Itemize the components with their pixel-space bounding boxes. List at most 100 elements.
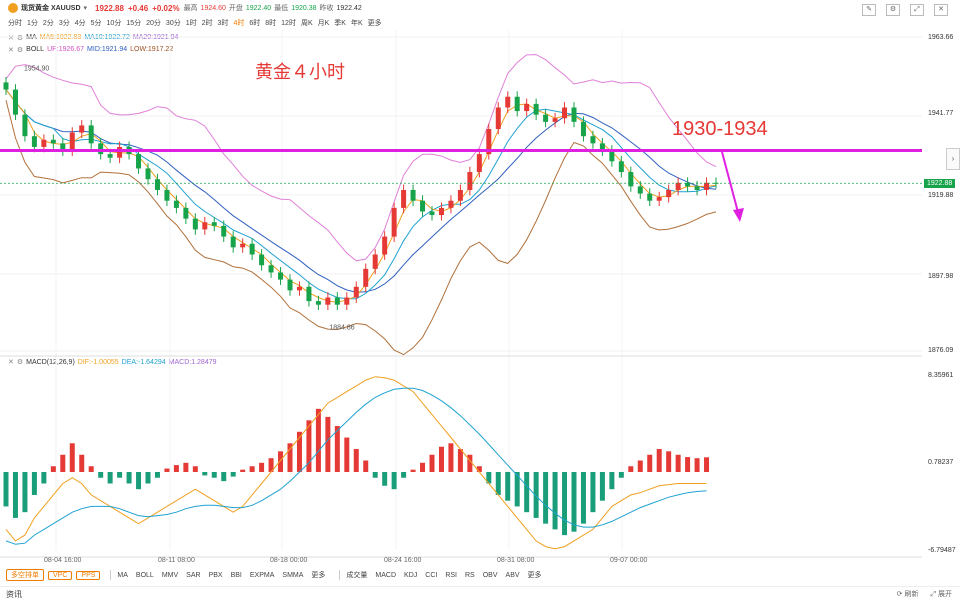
news-tab[interactable]: 资讯 — [6, 589, 22, 599]
indicator-settings-icon[interactable]: ⚙ — [16, 34, 24, 42]
candle-body — [164, 189, 170, 201]
candle-body — [694, 186, 700, 190]
macd-bar — [599, 471, 605, 501]
candle-body — [533, 103, 539, 115]
period-3[interactable]: 3分 — [58, 20, 70, 27]
sub-indicator-6[interactable]: OBV — [482, 571, 498, 579]
main-indicator-5[interactable]: BBI — [230, 571, 242, 579]
period-2[interactable]: 2分 — [42, 20, 54, 27]
candle-body — [647, 193, 653, 201]
macd-bar — [685, 457, 691, 472]
candle-body — [656, 197, 662, 201]
macd-legend: ✕ ⚙ MACD(12,26,9) DIF:-1.00055 DEA:-1.64… — [8, 356, 220, 368]
macd-bar — [211, 471, 217, 478]
high-marker: 1954.90 — [24, 65, 49, 72]
toolbar-button-2[interactable]: PPS — [76, 570, 101, 580]
period-20[interactable]: 年K — [350, 20, 363, 27]
macd-bar — [98, 471, 104, 478]
expand-panel-icon[interactable]: › — [946, 148, 960, 170]
expand-button[interactable]: ⤢ 展开 — [930, 591, 952, 598]
symbol-dropdown-icon[interactable]: ▾ — [83, 5, 88, 12]
boll-legend: ✕ ⚙ BOLL UP:1926.67 MID:1921.94 LOW:1917… — [8, 44, 176, 55]
main-indicator-8[interactable]: 更多 — [311, 572, 326, 579]
macd-bar — [287, 443, 293, 472]
main-indicator-1[interactable]: BOLL — [135, 571, 154, 579]
macd-bar — [88, 466, 94, 472]
candle-body — [334, 297, 340, 305]
macd-bar — [543, 471, 549, 524]
ma5-line — [5, 89, 717, 303]
candle-body — [88, 125, 94, 144]
close-indicator-icon[interactable]: ✕ — [8, 359, 14, 366]
period-4[interactable]: 4分 — [74, 20, 86, 27]
period-1[interactable]: 1分 — [27, 20, 38, 27]
period-0[interactable]: 分时 — [8, 20, 22, 27]
main-indicator-4[interactable]: PBX — [208, 571, 223, 579]
period-9[interactable]: 30分 — [165, 20, 181, 27]
toolbar-button-1[interactable]: VPC — [48, 570, 73, 580]
candle-body — [145, 168, 151, 180]
period-11[interactable]: 2时 — [201, 20, 213, 27]
period-17[interactable]: 周K — [300, 20, 313, 27]
macd-bar — [647, 454, 653, 472]
main-indicator-2[interactable]: MMV — [161, 571, 179, 579]
main-indicator-7[interactable]: SMMA — [282, 571, 304, 579]
price-change: +0.46 — [127, 3, 149, 13]
sub-indicator-2[interactable]: KDJ — [404, 571, 418, 579]
price-chart[interactable]: 1954.90 1884.86 — [0, 30, 922, 558]
sub-indicator-0[interactable]: 成交量 — [346, 572, 368, 579]
draw-tools-icon[interactable]: ✎ — [862, 4, 876, 16]
macd-bar — [107, 471, 113, 484]
settings-icon[interactable]: ⚙ — [886, 4, 900, 16]
indicator-settings-icon[interactable]: ⚙ — [16, 46, 24, 54]
toolbar-button-0[interactable]: 多空排单 — [6, 569, 44, 581]
main-indicator-0[interactable]: MA — [117, 571, 128, 579]
macd-bar — [240, 469, 246, 472]
period-10[interactable]: 1时 — [185, 20, 197, 27]
period-13[interactable]: 4时 — [233, 20, 245, 27]
y-tick: 1897.98 — [928, 273, 954, 280]
macd-bar — [562, 471, 568, 536]
refresh-button[interactable]: ⟳ 刷新 — [896, 591, 919, 598]
candle-body — [704, 182, 710, 190]
candle-body — [117, 146, 123, 158]
sub-indicator-7[interactable]: ABV — [505, 571, 520, 579]
period-15[interactable]: 8时 — [265, 20, 277, 27]
close-icon[interactable]: ✕ — [934, 4, 948, 16]
macd-bar — [505, 471, 511, 501]
toolbar-divider — [110, 570, 112, 580]
macd-bar — [467, 454, 473, 472]
low-value: 1920.38 — [291, 4, 317, 12]
period-6[interactable]: 10分 — [106, 20, 122, 27]
macd-bar — [164, 468, 170, 472]
candle-body — [249, 243, 255, 255]
fullscreen-icon[interactable]: ⤢ — [910, 4, 924, 16]
sub-indicator-8[interactable]: 更多 — [527, 572, 542, 579]
period-18[interactable]: 月K — [317, 20, 330, 27]
candle-body — [306, 286, 312, 302]
indicator-settings-icon[interactable]: ⚙ — [16, 359, 24, 366]
period-21[interactable]: 更多 — [367, 20, 382, 27]
sub-indicator-1[interactable]: MACD — [375, 571, 397, 579]
candle-body — [268, 265, 274, 273]
period-5[interactable]: 5分 — [90, 20, 102, 27]
close-indicator-icon[interactable]: ✕ — [8, 46, 14, 54]
macd-bar — [524, 471, 530, 513]
sub-indicator-5[interactable]: RS — [465, 571, 475, 579]
macd-bar — [486, 471, 492, 484]
x-tick: 08-31 08:00 — [497, 557, 535, 564]
last-price: 1922.88 — [95, 3, 124, 13]
close-indicator-icon[interactable]: ✕ — [8, 34, 14, 42]
sub-indicator-3[interactable]: CCI — [425, 571, 438, 579]
period-19[interactable]: 季K — [334, 20, 346, 27]
refresh-label: 刷新 — [904, 591, 919, 598]
period-14[interactable]: 6时 — [249, 20, 261, 27]
symbol-name[interactable]: 现货黄金 XAUUSD — [21, 5, 81, 12]
period-16[interactable]: 12时 — [281, 20, 296, 27]
sub-indicator-4[interactable]: RSI — [445, 571, 457, 579]
main-indicator-6[interactable]: EXPMA — [249, 571, 275, 579]
period-12[interactable]: 3时 — [217, 20, 229, 27]
main-indicator-3[interactable]: SAR — [186, 571, 201, 579]
period-8[interactable]: 20分 — [146, 20, 161, 27]
period-7[interactable]: 15分 — [126, 20, 142, 27]
